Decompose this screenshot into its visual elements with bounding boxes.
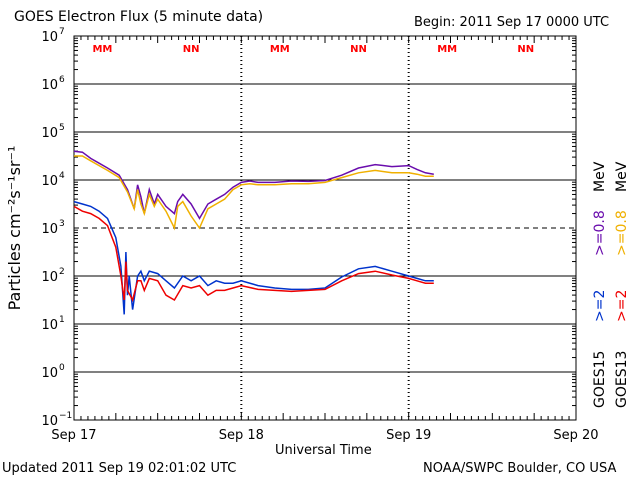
- marker-label: MM: [437, 44, 457, 55]
- series-line: [73, 205, 434, 303]
- y-tick-base: 10: [41, 270, 58, 285]
- y-tick-base: 10: [41, 366, 58, 381]
- series-line: [73, 200, 434, 315]
- series-line: [74, 155, 434, 231]
- marker-label: NN: [183, 44, 200, 55]
- y-tick-exponent: 6: [59, 75, 65, 85]
- y-tick-base: 10: [41, 414, 58, 429]
- legend-label: >=2: [592, 290, 608, 322]
- y-axis-title: Particles cm⁻²s⁻¹sr⁻¹: [5, 146, 24, 311]
- legend-label: >=0.8: [592, 210, 608, 256]
- legend-label: >=2: [614, 290, 630, 322]
- marker-label: NN: [517, 44, 534, 55]
- y-tick-base: 10: [41, 30, 58, 45]
- legend-label: >=0.8: [614, 210, 630, 256]
- marker-label: MM: [270, 44, 290, 55]
- y-tick-exponent: 0: [59, 363, 65, 373]
- marker-label: NN: [350, 44, 367, 55]
- legend-label: MeV: [592, 161, 608, 192]
- x-axis-title: Universal Time: [275, 443, 372, 458]
- y-tick-exponent: 2: [59, 267, 65, 277]
- legend-label: GOES13: [614, 351, 630, 408]
- y-tick-exponent: 4: [59, 171, 65, 181]
- chart-title: GOES Electron Flux (5 minute data): [14, 9, 264, 25]
- y-tick-exponent: 1: [59, 315, 65, 325]
- x-tick-label: Sep 19: [386, 428, 431, 443]
- y-tick-exponent: 5: [59, 123, 65, 133]
- x-tick-label: Sep 18: [219, 428, 264, 443]
- y-tick-base: 10: [41, 126, 58, 141]
- y-tick-base: 10: [41, 318, 58, 333]
- x-tick-label: Sep 20: [553, 428, 598, 443]
- legend-label: MeV: [614, 161, 630, 192]
- y-tick-exponent: 3: [59, 219, 65, 229]
- updated-timestamp: Updated 2011 Sep 19 02:01:02 UTC: [2, 461, 237, 476]
- y-tick-exponent: −1: [59, 411, 72, 421]
- credit-label: NOAA/SWPC Boulder, CO USA: [423, 461, 617, 476]
- legend-label: GOES15: [592, 351, 608, 408]
- y-tick-exponent: 7: [59, 27, 65, 37]
- y-tick-base: 10: [41, 174, 58, 189]
- begin-time-label: Begin: 2011 Sep 17 0000 UTC: [414, 15, 610, 30]
- x-tick-label: Sep 17: [51, 428, 96, 443]
- marker-label: MM: [92, 44, 112, 55]
- y-tick-base: 10: [41, 222, 58, 237]
- y-tick-base: 10: [41, 78, 58, 93]
